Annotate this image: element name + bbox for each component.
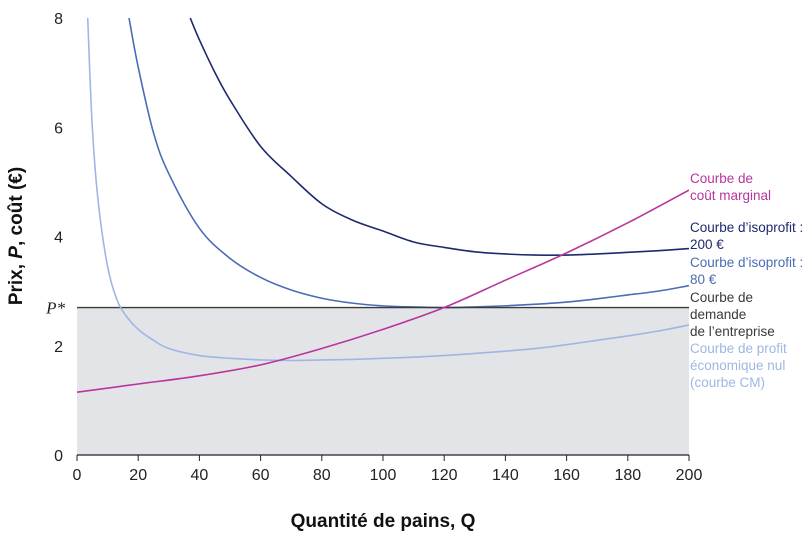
x-tick-label: 60 xyxy=(252,467,270,484)
series-line-courbe-de-profit-economique-nul-courbe-cm xyxy=(86,18,689,362)
x-tick-label: 180 xyxy=(614,467,641,484)
series-line-courbe-d-isoprofit-200 xyxy=(189,18,689,257)
legend-label-courbe-de-profit-economique-nul-courbe-cm: Courbe de profit économique nul (courbe CM… xyxy=(690,341,787,390)
x-tick-label: 100 xyxy=(370,467,397,484)
x-tick-label: 120 xyxy=(431,467,458,484)
legend-label-courbe-de-demande-de-l-entreprise: Courbe de demande de l’entreprise xyxy=(690,290,775,339)
y-tick-label: 4 xyxy=(54,230,63,247)
x-tick-label: 160 xyxy=(553,467,580,484)
series-line-courbe-d-isoprofit-80 xyxy=(128,18,689,309)
x-tick-label: 80 xyxy=(313,467,331,484)
y-axis-title: Prix, P, coût (€) xyxy=(6,167,27,305)
x-tick-label: 140 xyxy=(492,467,519,484)
x-tick-label: 40 xyxy=(191,467,209,484)
legend-label-courbe-de-cout-marginal: Courbe de coût marginal xyxy=(690,171,771,203)
x-tick-label: 20 xyxy=(129,467,147,484)
x-tick-label: 0 xyxy=(73,467,82,484)
y-tick-label: 8 xyxy=(54,11,63,28)
pstar-label: P* xyxy=(45,299,65,318)
x-axis-title: Quantité de pains, Q xyxy=(291,511,476,532)
legend-label-courbe-d-isoprofit-80: Courbe d’isoprofit :80 € xyxy=(690,255,803,287)
x-tick-label: 200 xyxy=(676,467,703,484)
y-tick-label: 0 xyxy=(54,448,63,465)
legend-label-courbe-d-isoprofit-200: Courbe d’isoprofit :200 € xyxy=(690,220,803,252)
y-tick-label: 6 xyxy=(54,120,63,137)
series-line-courbe-de-cout-marginal xyxy=(77,189,689,393)
shaded-region xyxy=(77,307,689,455)
y-tick-label: 2 xyxy=(54,339,63,356)
